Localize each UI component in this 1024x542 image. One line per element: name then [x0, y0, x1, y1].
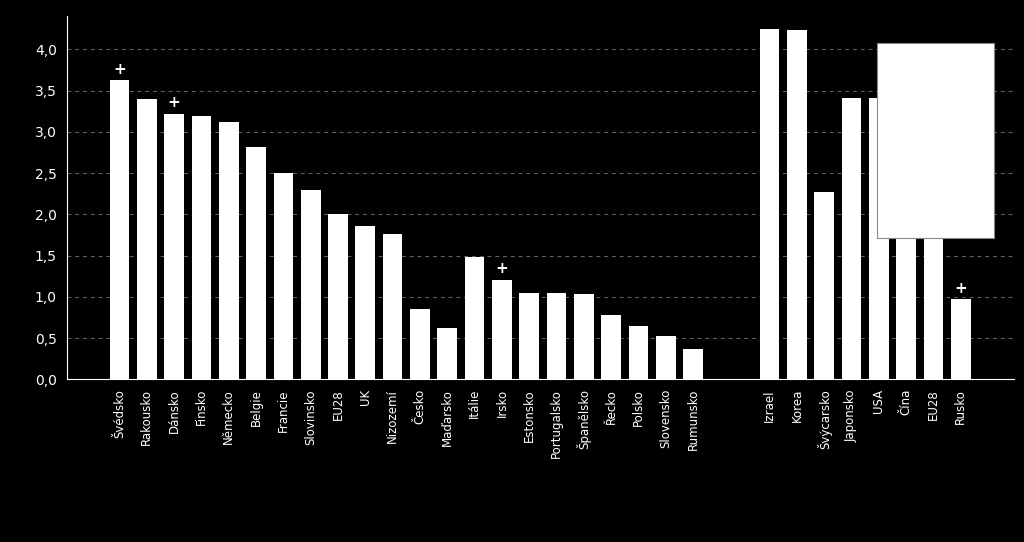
Bar [951, 299, 971, 379]
Text: +: + [954, 281, 968, 296]
Bar [493, 280, 512, 379]
Bar [787, 30, 807, 379]
Bar [869, 98, 889, 379]
Bar [301, 190, 321, 379]
Bar [814, 192, 835, 379]
Bar [191, 116, 211, 379]
Bar [355, 226, 375, 379]
Bar [519, 293, 539, 379]
Bar [437, 328, 457, 379]
Bar [656, 335, 676, 379]
Bar [137, 99, 157, 379]
Bar [842, 98, 861, 379]
Bar [383, 234, 402, 379]
Bar [110, 80, 129, 379]
Text: +: + [496, 261, 508, 276]
Bar [896, 209, 916, 379]
Text: +: + [168, 95, 180, 111]
Bar [924, 115, 943, 379]
Bar [574, 294, 594, 379]
Bar [246, 147, 266, 379]
Bar [683, 349, 703, 379]
Bar [465, 257, 484, 379]
Bar [273, 173, 293, 379]
Bar [328, 214, 348, 379]
Bar [629, 326, 648, 379]
Bar [411, 309, 430, 379]
Bar [760, 29, 779, 379]
Text: +: + [113, 61, 126, 76]
Bar [164, 114, 184, 379]
Bar [547, 293, 566, 379]
Bar [601, 315, 621, 379]
Bar [219, 122, 239, 379]
